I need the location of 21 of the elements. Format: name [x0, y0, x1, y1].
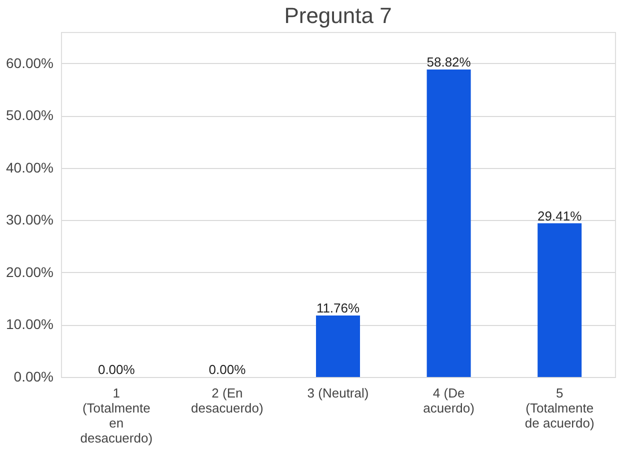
y-tick-label: 40.00%: [6, 159, 54, 176]
data-label: 0.00%: [98, 362, 136, 377]
bar: [316, 316, 360, 377]
x-tick-label: 1 (Totalmente en desacuerdo): [80, 386, 153, 446]
y-tick-label: 10.00%: [6, 316, 54, 332]
y-tick-label: 50.00%: [6, 107, 54, 124]
data-label: 58.82%: [426, 54, 472, 70]
x-tick-label: 3 (Neutral): [307, 386, 369, 400]
data-label: 0.00%: [208, 362, 246, 377]
y-tick-label: 30.00%: [6, 212, 54, 228]
data-label: 29.41%: [538, 208, 582, 224]
bar: [538, 223, 582, 377]
data-label: 11.76%: [316, 300, 360, 316]
y-tick-label: 0.00%: [14, 368, 54, 384]
chart-title: Pregunta 7: [284, 3, 392, 28]
y-tick-label: 60.00%: [6, 54, 54, 71]
x-tick-label: 2 (En desacuerdo): [191, 386, 264, 416]
y-tick-label: 20.00%: [6, 264, 54, 280]
bar: [426, 70, 471, 377]
x-tick-label: 4 (De acuerdo): [423, 386, 474, 416]
x-tick-label: 5 (Totalmente de acuerdo): [524, 386, 594, 430]
